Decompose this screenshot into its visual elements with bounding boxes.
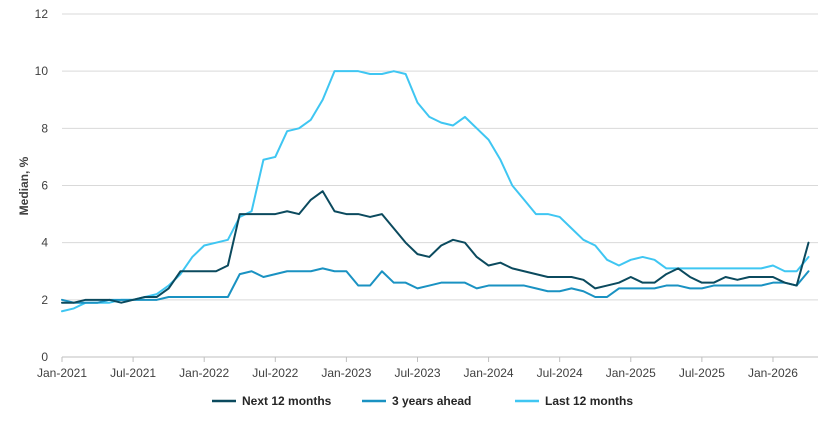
x-tick-label: Jul-2024 <box>537 366 583 380</box>
x-tick-label: Jan-2021 <box>37 366 87 380</box>
x-tick-label: Jan-2022 <box>179 366 229 380</box>
series-line-next-12-months <box>61 190 810 304</box>
y-tick-label: 12 <box>35 7 49 21</box>
y-tick-label: 6 <box>41 179 48 193</box>
legend-item: Next 12 months <box>212 394 332 408</box>
legend-label: Next 12 months <box>242 394 332 408</box>
gridlines <box>62 13 818 301</box>
x-tick-label: Jul-2025 <box>679 366 725 380</box>
axes <box>61 356 818 362</box>
y-tick-label: 10 <box>35 64 49 78</box>
x-tick-label: Jul-2022 <box>252 366 298 380</box>
y-tick-label: 2 <box>41 293 48 307</box>
y-tick-label: 8 <box>41 121 48 135</box>
legend: Next 12 months 3 years ahead Last 12 month… <box>212 394 633 408</box>
legend-item: 3 years ahead <box>362 394 471 408</box>
series-line-3-years-ahead <box>61 267 810 304</box>
x-tick-label: Jan-2025 <box>606 366 656 380</box>
legend-item: Last 12 months <box>515 394 633 408</box>
x-tick-label: Jul-2021 <box>110 366 156 380</box>
tick-labels: 0 2 4 6 8 10 12 Jan-2021 Jul-2021 Jan-2022 Jul-202… <box>35 7 799 380</box>
legend-label: 3 years ahead <box>392 394 471 408</box>
y-axis-title: Median, % <box>17 156 31 215</box>
legend-label: Last 12 months <box>545 394 633 408</box>
y-tick-label: 4 <box>41 236 48 250</box>
y-tick-label: 0 <box>41 350 48 364</box>
x-tick-label: Jan-2023 <box>321 366 371 380</box>
series-line-last-12-months <box>61 70 810 313</box>
x-tick-label: Jan-2024 <box>464 366 514 380</box>
x-tick-label: Jul-2023 <box>394 366 440 380</box>
x-tick-label: Jan-2026 <box>748 366 798 380</box>
series-lines <box>61 70 810 313</box>
